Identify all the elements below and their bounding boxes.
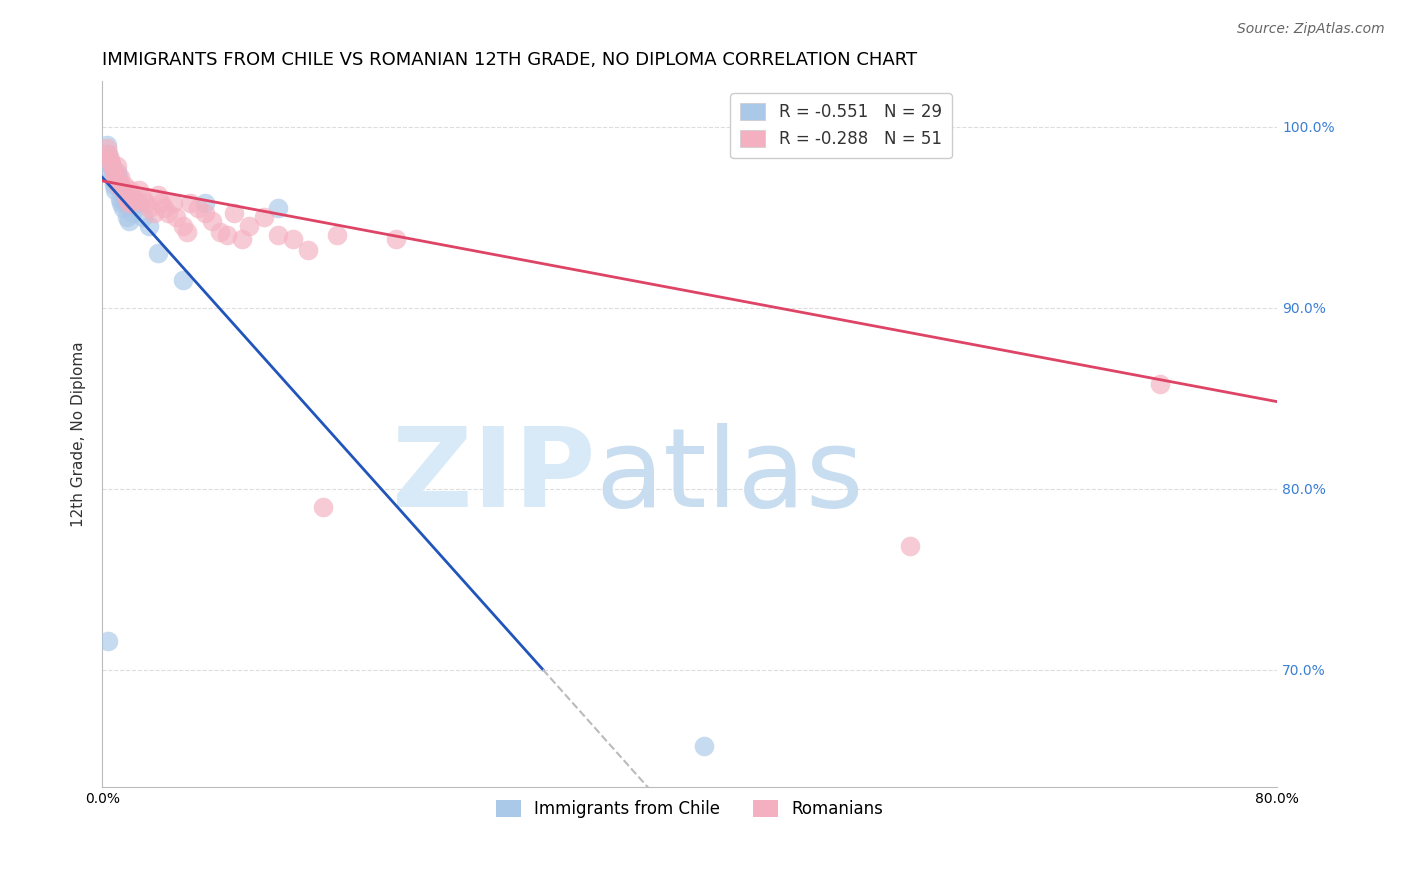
Point (149, 195, 172, 210)
Point (146, 246, 169, 260)
Point (112, 178, 135, 192)
Point (146, 188, 169, 202)
Point (121, 195, 143, 210)
Y-axis label: 12th Grade, No Diploma: 12th Grade, No Diploma (72, 342, 86, 527)
Point (100, 165, 122, 179)
Point (162, 195, 184, 210)
Point (108, 192, 131, 206)
Point (224, 206, 246, 220)
Point (231, 232, 253, 246)
Point (115, 192, 138, 206)
Point (311, 500, 333, 514)
Point (157, 206, 180, 220)
Point (111, 183, 134, 197)
Point (176, 225, 198, 239)
Point (105, 160, 128, 174)
Point (138, 219, 160, 234)
Point (104, 183, 127, 197)
Point (112, 192, 135, 206)
Point (110, 178, 132, 192)
Point (179, 195, 201, 210)
Point (208, 225, 231, 239)
Point (96, 137, 118, 152)
Point (194, 195, 217, 210)
Point (267, 228, 290, 243)
Point (118, 195, 141, 210)
Point (128, 183, 150, 197)
Point (101, 160, 124, 174)
Point (101, 170, 124, 185)
Point (898, 540, 921, 554)
Point (326, 228, 349, 243)
Point (118, 213, 141, 227)
Text: atlas: atlas (596, 423, 865, 530)
Point (297, 243, 319, 257)
Point (238, 219, 260, 234)
Point (110, 195, 132, 210)
Point (267, 201, 290, 215)
Legend: Immigrants from Chile, Romanians: Immigrants from Chile, Romanians (489, 793, 890, 825)
Point (98, 155, 121, 169)
Point (103, 165, 125, 179)
Point (165, 210, 187, 224)
Point (132, 192, 155, 206)
Text: IMMIGRANTS FROM CHILE VS ROMANIAN 12TH GRADE, NO DIPLOMA CORRELATION CHART: IMMIGRANTS FROM CHILE VS ROMANIAN 12TH G… (103, 51, 917, 69)
Point (114, 188, 136, 202)
Point (253, 210, 276, 224)
Point (132, 210, 155, 224)
Point (201, 213, 224, 227)
Point (135, 195, 157, 210)
Text: ZIP: ZIP (392, 423, 596, 530)
Point (107, 170, 129, 185)
Point (96, 141, 118, 155)
Point (98, 152, 121, 166)
Point (97, 633, 120, 648)
Point (114, 195, 136, 210)
Text: Source: ZipAtlas.com: Source: ZipAtlas.com (1237, 22, 1385, 37)
Point (103, 178, 125, 192)
Point (115, 210, 138, 224)
Point (138, 201, 160, 215)
Point (120, 183, 142, 197)
Point (128, 195, 150, 210)
Point (97, 146, 120, 161)
Point (187, 201, 209, 215)
Point (124, 192, 146, 206)
Point (693, 739, 716, 753)
Point (105, 178, 128, 192)
Point (105, 174, 128, 188)
Point (283, 232, 305, 246)
Point (107, 178, 129, 192)
Point (194, 206, 217, 220)
Point (97, 146, 120, 161)
Point (385, 232, 408, 246)
Point (142, 206, 165, 220)
Point (100, 155, 122, 169)
Point (108, 170, 131, 185)
Point (1149, 376, 1171, 391)
Point (121, 206, 143, 220)
Point (111, 201, 134, 215)
Point (153, 201, 176, 215)
Point (104, 170, 127, 185)
Point (172, 219, 194, 234)
Point (100, 160, 122, 174)
Point (105, 165, 128, 179)
Point (215, 228, 238, 243)
Point (172, 273, 194, 287)
Point (103, 174, 125, 188)
